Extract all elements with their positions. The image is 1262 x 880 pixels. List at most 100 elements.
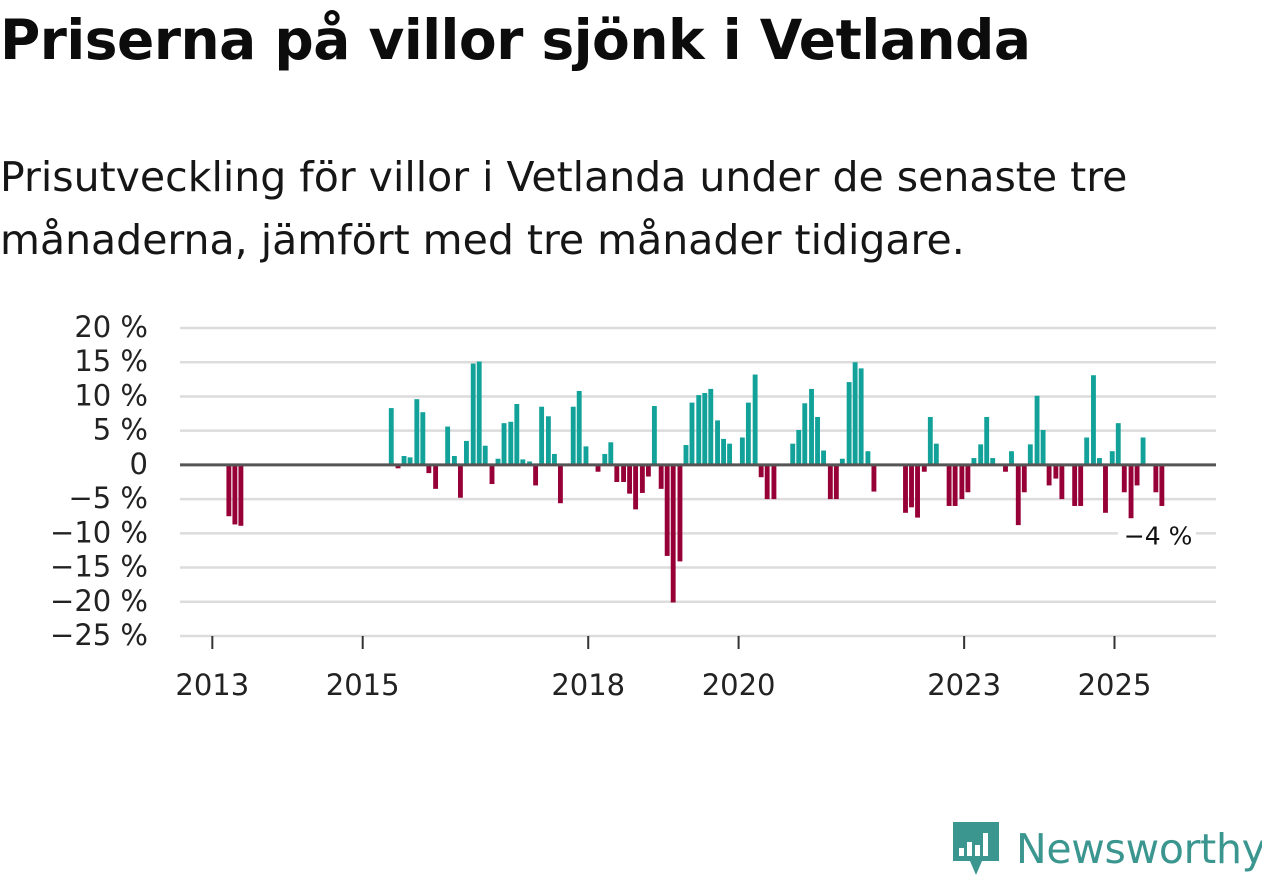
brand-name: Newsworthy <box>1016 825 1262 873</box>
bar-negative <box>946 464 952 506</box>
bar-negative <box>457 464 463 498</box>
bar-positive <box>602 453 608 465</box>
y-tick-label: 15 % <box>74 344 148 378</box>
bar-positive <box>927 416 933 465</box>
bar-positive <box>683 445 689 465</box>
bar-positive <box>689 402 695 465</box>
bar-negative <box>1015 464 1021 526</box>
bar-negative <box>489 464 495 485</box>
bar-positive <box>727 443 733 465</box>
bar-positive <box>702 393 708 465</box>
bar-negative <box>1134 464 1140 486</box>
bar-negative <box>1121 464 1127 493</box>
bar-positive <box>802 403 808 465</box>
y-tick-label: −5 % <box>68 481 148 515</box>
bar-positive <box>846 382 852 465</box>
bar-positive <box>407 457 413 465</box>
bar-positive <box>696 395 702 465</box>
bar-negative <box>1003 464 1008 472</box>
bar-positive <box>576 390 582 465</box>
bar-negative <box>909 464 914 508</box>
bar-positive <box>651 406 657 465</box>
bar-positive <box>401 455 407 465</box>
bar-negative <box>1059 464 1065 500</box>
bar-negative <box>595 464 601 472</box>
bar-negative <box>952 464 958 506</box>
bar-negative <box>232 464 238 525</box>
bar-positive <box>1034 395 1040 465</box>
bar-positive <box>514 403 520 465</box>
bar-positive <box>815 416 820 465</box>
bar-positive <box>739 437 745 465</box>
bar-positive <box>520 459 526 465</box>
newsworthy-logo[interactable]: Newsworthy <box>950 818 1262 880</box>
bar-negative <box>764 464 770 500</box>
bar-positive <box>545 416 551 465</box>
bar-negative <box>871 464 877 492</box>
y-tick-label: 5 % <box>93 413 148 447</box>
chart-subtitle: Prisutveckling för villor i Vetlanda und… <box>0 153 1128 264</box>
bar-negative <box>1103 464 1108 513</box>
bar-positive <box>476 361 482 465</box>
bar-positive <box>715 420 720 465</box>
bar-negative <box>915 464 920 518</box>
bar-negative <box>959 464 965 500</box>
x-tick-label: 2020 <box>702 668 776 702</box>
axes: 20 %15 %10 %5 %0−5 %−10 %−15 %−20 %−25 %… <box>50 310 1216 702</box>
bar-negative <box>633 464 639 510</box>
bar-negative <box>639 464 645 493</box>
bar-negative <box>395 464 401 469</box>
x-tick-label: 2013 <box>175 668 249 702</box>
bar-positive <box>821 450 826 465</box>
bar-negative <box>1053 464 1059 479</box>
bar-positive <box>721 438 726 465</box>
bar-negative <box>426 464 432 474</box>
bar-positive <box>501 423 507 465</box>
labels: −4 % <box>1117 518 1196 555</box>
bar-positive <box>451 455 457 465</box>
bar-negative <box>1021 464 1027 493</box>
bar-positive <box>1009 451 1014 465</box>
bar-negative <box>1128 464 1134 527</box>
bar-positive <box>1140 437 1146 465</box>
bar-negative <box>614 464 620 482</box>
bar-negative <box>758 464 764 478</box>
bar-negative <box>658 464 664 489</box>
bar-positive <box>1040 429 1046 465</box>
bar-positive <box>752 374 758 465</box>
bar-positive <box>470 363 476 465</box>
bar-negative <box>621 464 627 482</box>
bar-negative <box>238 464 244 526</box>
bar-positive <box>608 442 614 465</box>
bar-positive <box>1027 444 1033 465</box>
bar-positive <box>990 458 996 465</box>
bar-negative <box>677 464 683 562</box>
bar-negative <box>1046 464 1052 486</box>
bar-positive <box>583 446 589 465</box>
bar-positive <box>570 406 576 465</box>
bar-positive <box>464 440 469 465</box>
x-tick-label: 2025 <box>1078 668 1152 702</box>
x-tick-label: 2023 <box>927 668 1001 702</box>
x-tick-label: 2015 <box>326 668 400 702</box>
bar-positive <box>978 444 984 465</box>
price-change-chart: 20 %15 %10 %5 %0−5 %−10 %−15 %−20 %−25 %… <box>50 310 1216 702</box>
bar-positive <box>1109 451 1115 465</box>
bar-negative <box>1072 464 1078 506</box>
y-tick-label: 0 <box>130 447 148 481</box>
bar-negative <box>921 464 927 472</box>
x-tick-label: 2018 <box>551 668 625 702</box>
bar-positive <box>865 451 871 465</box>
bar-negative <box>670 464 676 603</box>
bar-negative <box>833 464 839 500</box>
bar-positive <box>1115 423 1121 465</box>
bar-negative <box>627 464 633 494</box>
bar-negative <box>557 464 563 504</box>
grid-lines <box>180 326 1216 638</box>
bar-positive <box>796 429 802 465</box>
bar-positive <box>971 458 977 465</box>
chart-title: Priserna på villor sjönk i Vetlanda <box>0 8 1031 72</box>
last-value-label-background <box>1117 518 1196 555</box>
bar-positive <box>445 426 451 465</box>
bar-negative <box>664 464 670 556</box>
